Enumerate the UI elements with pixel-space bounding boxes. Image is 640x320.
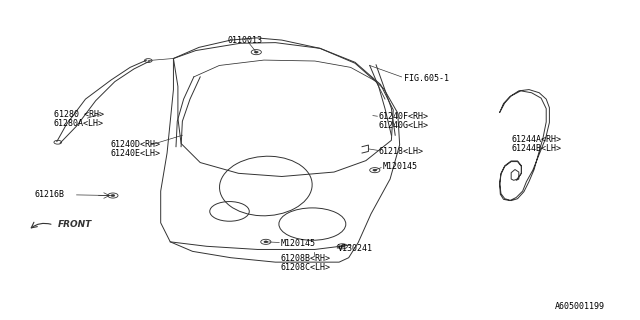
Text: 61218<LH>: 61218<LH> — [379, 147, 424, 156]
Text: 61240G<LH>: 61240G<LH> — [379, 121, 429, 130]
Text: 61280 <RH>: 61280 <RH> — [54, 109, 104, 118]
Text: M120145: M120145 — [383, 163, 417, 172]
Text: 61240F<RH>: 61240F<RH> — [379, 112, 429, 121]
Text: 61244B<LH>: 61244B<LH> — [511, 144, 561, 153]
Text: 61216B: 61216B — [35, 190, 65, 199]
Text: A605001199: A605001199 — [554, 302, 605, 311]
Text: 61280A<LH>: 61280A<LH> — [54, 119, 104, 128]
Circle shape — [264, 241, 268, 243]
Text: 61240D<RH>: 61240D<RH> — [111, 140, 161, 149]
Circle shape — [254, 51, 258, 53]
Text: 61208B<RH>: 61208B<RH> — [280, 254, 330, 263]
Text: 61244A<RH>: 61244A<RH> — [511, 135, 561, 144]
Text: M120145: M120145 — [280, 239, 316, 248]
Text: 0110013: 0110013 — [228, 36, 262, 44]
Text: FRONT: FRONT — [58, 220, 92, 228]
Text: 61208C<LH>: 61208C<LH> — [280, 263, 330, 272]
Text: FIG.605-1: FIG.605-1 — [404, 74, 449, 83]
Circle shape — [373, 169, 377, 171]
Text: V130241: V130241 — [338, 244, 373, 253]
Text: 61240E<LH>: 61240E<LH> — [111, 149, 161, 158]
Circle shape — [340, 245, 344, 247]
Circle shape — [111, 195, 115, 196]
